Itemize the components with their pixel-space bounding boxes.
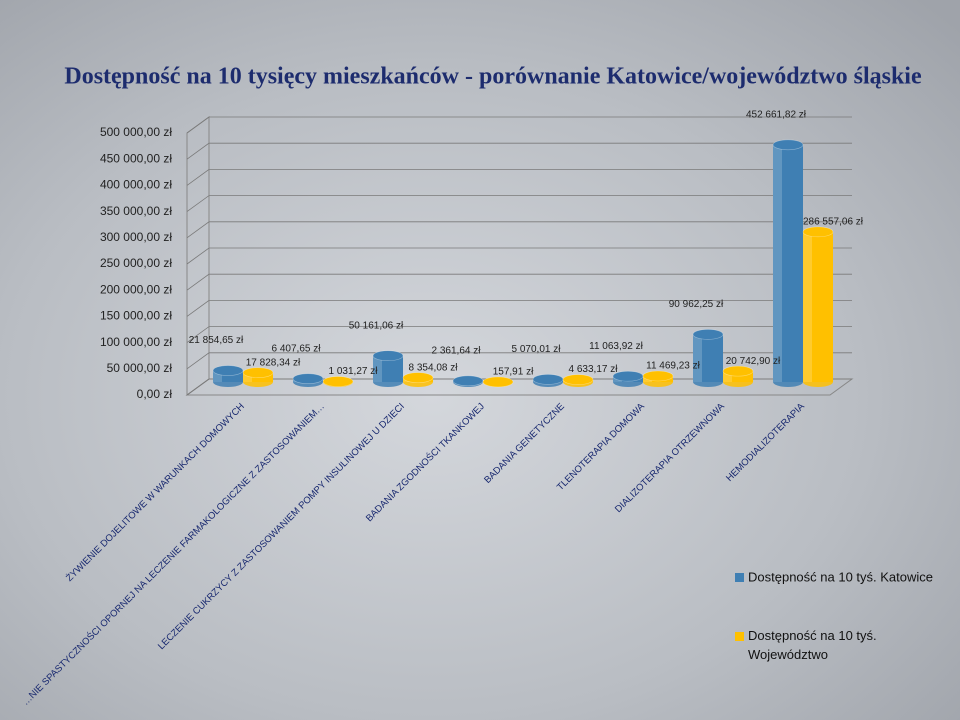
- bar-group: [322, 376, 354, 387]
- y-tick-label: 200 000,00 zł: [100, 282, 172, 296]
- y-tick-label: 400 000,00 zł: [100, 178, 172, 192]
- grid-line: [186, 273, 852, 291]
- bar: [693, 334, 723, 382]
- bar-shade: [803, 231, 812, 382]
- grid-line: [186, 168, 852, 186]
- value-label: 8 354,08 zł: [409, 362, 459, 373]
- bar-cap: [212, 365, 244, 376]
- bar-group: [612, 370, 644, 387]
- value-label: 21 854,65 zł: [189, 335, 244, 346]
- y-tick-label: 250 000,00 zł: [100, 256, 172, 270]
- bar-shade: [773, 144, 782, 382]
- grid-line: [186, 221, 852, 239]
- legend-swatch: [735, 573, 744, 582]
- grid-line: [186, 142, 852, 160]
- y-tick-label: 100 000,00 zł: [100, 335, 172, 349]
- bar-cap: [242, 367, 274, 378]
- grid-line: [186, 195, 852, 212]
- bar-cap: [562, 374, 594, 385]
- y-tick-label: 300 000,00 zł: [100, 230, 172, 244]
- bar-cap: [612, 370, 644, 382]
- bar: [773, 144, 803, 382]
- grid-line: [186, 116, 852, 134]
- bar: [723, 371, 753, 382]
- value-label: 90 962,25 zł: [669, 299, 724, 310]
- value-label: 11 063,92 zł: [589, 341, 644, 352]
- legend-line: Województwo: [748, 647, 828, 662]
- y-tick-label: 450 000,00 zł: [100, 151, 172, 165]
- value-label: 17 828,34 zł: [246, 357, 301, 368]
- legend-label: Dostępność na 10 tyś. Województwo: [748, 628, 877, 662]
- bar-group: [692, 329, 724, 387]
- bar-cap: [722, 365, 754, 377]
- value-label: 6 407,65 zł: [272, 343, 322, 354]
- grid-line: [186, 326, 852, 343]
- value-label: 5 070,01 zł: [512, 344, 562, 355]
- bar-group: [482, 376, 514, 388]
- y-tick-label: 150 000,00 zł: [100, 309, 172, 323]
- bar-cap: [292, 373, 324, 384]
- bar-cap: [482, 376, 514, 388]
- bar-shade: [693, 334, 702, 382]
- bar-shade: [213, 370, 222, 382]
- bar-cap: [322, 376, 354, 387]
- y-tick-label: 350 000,00 zł: [100, 204, 172, 218]
- bar-cap: [642, 370, 674, 382]
- bar-group: [532, 374, 564, 387]
- value-label: 4 633,17 zł: [569, 364, 619, 375]
- legend-line: Dostępność na 10 tyś.: [748, 628, 877, 643]
- value-label: 286 557,06 zł: [803, 216, 864, 227]
- bar-cap: [372, 350, 404, 362]
- bar-shade: [243, 372, 252, 382]
- value-label: 157,91 zł: [493, 367, 534, 378]
- bar-shade: [373, 355, 382, 382]
- grid-line: [186, 299, 852, 317]
- bar-group: [212, 365, 244, 387]
- bar-group: [722, 365, 754, 387]
- value-label: 2 361,64 zł: [432, 345, 482, 356]
- y-tick-label: 50 000,00 zł: [107, 361, 173, 375]
- bar-group: [242, 367, 274, 387]
- y-tick-label: 500 000,00 zł: [100, 125, 172, 139]
- bar-cap: [532, 374, 564, 385]
- bar-cap: [692, 329, 724, 340]
- bar-cap: [402, 372, 434, 383]
- bar-group: [292, 373, 324, 387]
- value-label: 1 031,27 zł: [329, 366, 379, 377]
- grid-line: [186, 352, 852, 370]
- value-label: 50 161,06 zł: [349, 320, 404, 331]
- bar-cap: [772, 139, 804, 151]
- bar: [213, 370, 243, 382]
- bar-cap: [452, 375, 484, 387]
- y-tick-label: 0,00 zł: [137, 387, 173, 401]
- bar-shade: [723, 371, 732, 382]
- value-label: 452 661,82 zł: [746, 109, 807, 120]
- bar-group: [642, 370, 674, 387]
- legend-swatch: [735, 632, 744, 641]
- value-label: 20 742,90 zł: [726, 356, 781, 367]
- bar-cap: [802, 226, 834, 238]
- grid-line: [186, 247, 852, 265]
- bar-group: [562, 374, 594, 387]
- bar-group: [452, 375, 484, 387]
- bar-group: [372, 350, 404, 387]
- bar-group: [402, 372, 434, 387]
- chart-title: Dostępność na 10 tysięcy mieszkańców - p…: [64, 64, 922, 90]
- bar-group: [772, 139, 804, 387]
- legend-label: Dostępność na 10 tyś. Katowice: [748, 569, 933, 584]
- bar: [803, 231, 833, 382]
- bar-group: [802, 226, 834, 387]
- value-label: 11 469,23 zł: [646, 361, 701, 372]
